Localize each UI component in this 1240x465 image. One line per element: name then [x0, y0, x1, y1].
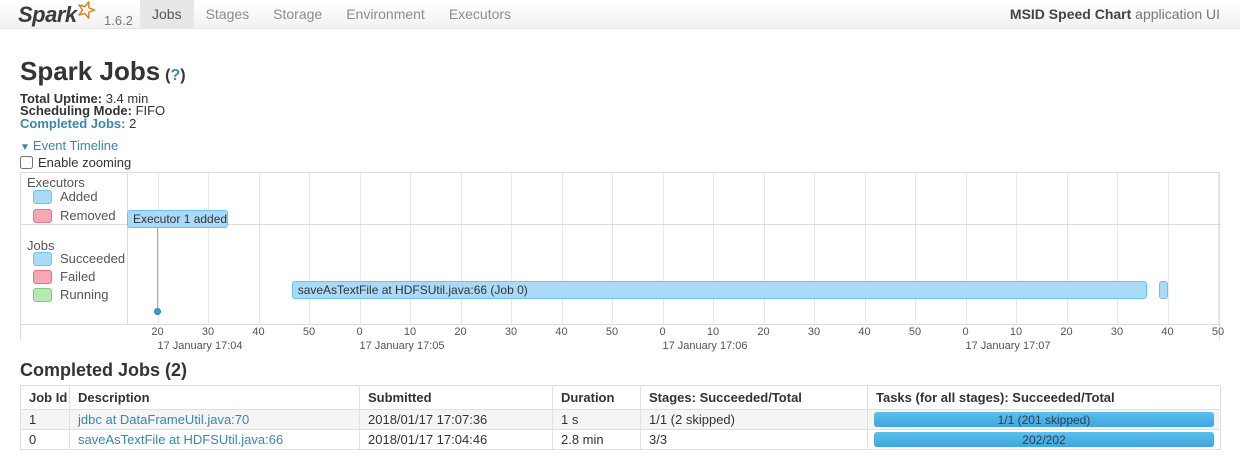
svg-text:1.6.2: 1.6.2 — [104, 13, 133, 28]
svg-text:Spark: Spark — [18, 2, 79, 27]
